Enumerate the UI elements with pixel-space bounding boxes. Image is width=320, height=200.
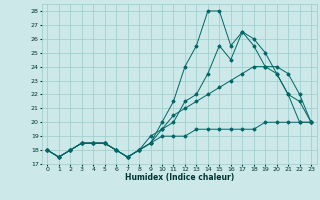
X-axis label: Humidex (Indice chaleur): Humidex (Indice chaleur) bbox=[124, 173, 234, 182]
